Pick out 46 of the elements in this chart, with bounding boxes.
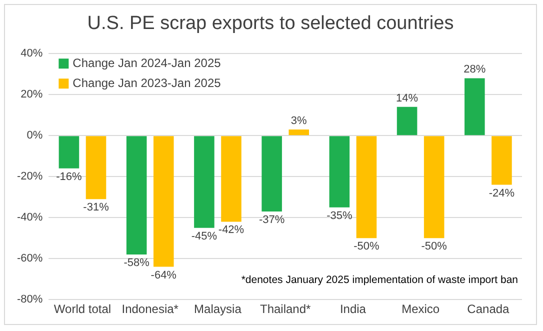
data-label: -16% — [56, 170, 82, 183]
data-label: 3% — [290, 114, 308, 127]
x-tick-label: India — [340, 302, 366, 316]
bar — [153, 136, 174, 267]
y-tick-label: -60% — [16, 252, 43, 265]
bar — [464, 78, 485, 136]
data-label: 28% — [464, 64, 486, 76]
x-tick-label: Canada — [467, 302, 510, 316]
data-label: -50% — [354, 240, 380, 253]
y-tick-label: 40% — [20, 48, 43, 60]
y-tick-label: 20% — [20, 88, 43, 101]
data-label: 14% — [396, 92, 418, 104]
bar — [262, 136, 282, 212]
bar — [86, 136, 106, 200]
data-label: -58% — [124, 257, 150, 270]
data-label: -24% — [488, 187, 515, 200]
bar — [194, 136, 214, 228]
data-label: -45% — [191, 230, 218, 242]
x-tick-label: Indonesia* — [122, 302, 179, 316]
data-label: -50% — [421, 240, 448, 253]
bar — [396, 106, 418, 136]
bar — [492, 136, 512, 185]
x-tick-label: Thailand* — [260, 302, 312, 316]
x-tick-label: Mexico — [402, 302, 440, 316]
data-label: -31% — [83, 202, 110, 214]
bar — [424, 136, 444, 238]
bar — [288, 129, 310, 136]
bar — [126, 136, 147, 254]
x-tick-label: World total — [54, 302, 112, 316]
annotation: *denotes January 2025 implementation of waste import ban — [241, 274, 518, 286]
data-label: -37% — [258, 214, 285, 226]
data-label: -42% — [218, 224, 244, 236]
y-tick-label: -20% — [16, 170, 43, 183]
bar — [221, 136, 242, 222]
data-label: -35% — [326, 210, 352, 222]
bar — [356, 136, 377, 238]
bar — [58, 136, 80, 168]
y-tick-label: -40% — [16, 212, 43, 224]
legend-label: Change Jan 2024-Jan 2025 — [72, 56, 222, 70]
y-tick-label: 0% — [26, 130, 43, 142]
chart-title: U.S. PE scrap exports to selected countries — [86, 13, 455, 35]
bar — [329, 136, 350, 208]
x-tick-label: Malaysia — [194, 302, 242, 316]
y-tick-label: -80% — [16, 294, 43, 306]
legend-label: Change Jan 2023-Jan 2025 — [72, 76, 222, 90]
data-label: -64% — [150, 269, 177, 282]
